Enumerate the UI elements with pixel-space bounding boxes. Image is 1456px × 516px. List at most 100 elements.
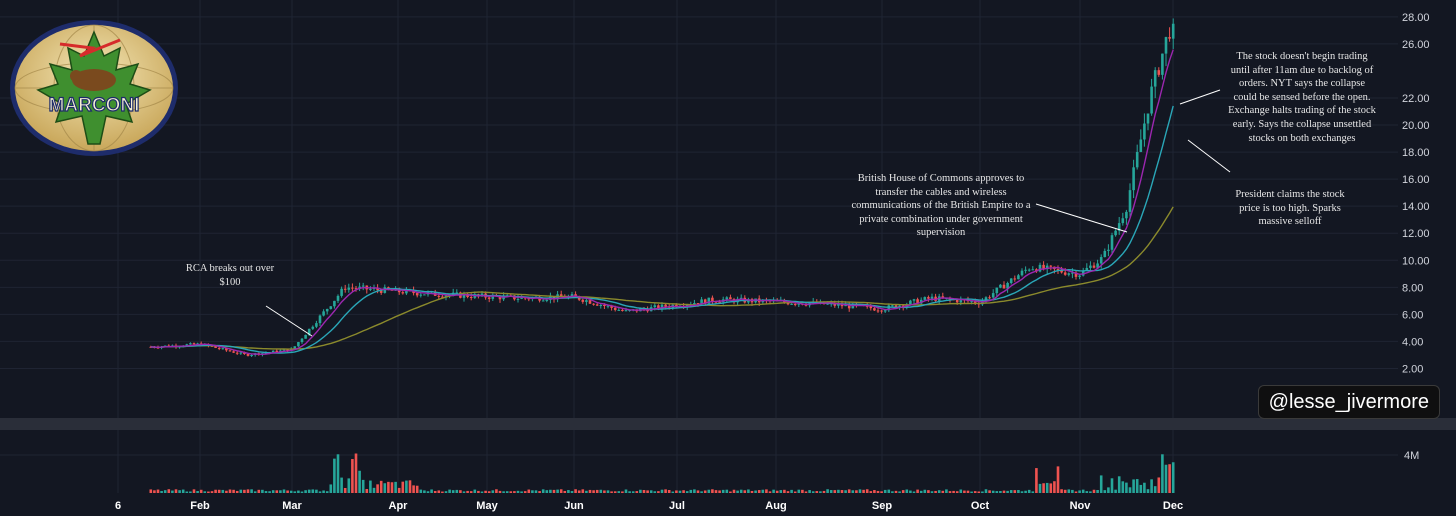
volume-bar: [937, 490, 941, 493]
grid: [0, 0, 1398, 493]
volume-bar: [714, 490, 718, 493]
candle-body: [192, 343, 196, 345]
volume-bar: [520, 491, 523, 493]
volume-bar: [898, 491, 901, 493]
candle-body: [441, 296, 444, 298]
volume-bar: [988, 490, 991, 493]
volume-bar: [977, 491, 981, 493]
volume-bar: [531, 490, 534, 493]
volume-bar: [973, 491, 977, 493]
volume-bar: [880, 491, 883, 493]
volume-bar: [873, 490, 876, 493]
volume-bar: [585, 490, 588, 493]
volume-bar: [567, 490, 570, 493]
candle-body: [322, 311, 325, 316]
volume-bar: [473, 489, 477, 493]
candle-body: [585, 300, 588, 302]
volume-bar: [675, 490, 678, 493]
author-handle: @lesse_jivermore: [1257, 385, 1440, 419]
volume-bar: [995, 491, 999, 493]
volume-bar: [667, 489, 671, 493]
candle-body: [487, 297, 491, 299]
candle-body: [1157, 70, 1161, 75]
volume-bar: [822, 490, 826, 493]
volume-bar: [901, 490, 905, 493]
volume-bar: [685, 491, 689, 493]
volume-bar: [261, 489, 264, 493]
volume-bar: [426, 491, 430, 493]
volume-bar: [185, 491, 189, 493]
y-tick-label: 22.00: [1402, 93, 1430, 105]
annotation-arrow: [1187, 139, 1231, 173]
candle-body: [1099, 257, 1103, 264]
candle-body: [1020, 270, 1024, 276]
volume-bar: [455, 489, 459, 493]
candle-body: [804, 304, 808, 306]
candle-body: [325, 308, 329, 312]
volume-bar: [1024, 490, 1027, 493]
candle-body: [973, 301, 977, 303]
volume-bar: [178, 490, 181, 493]
candle-body: [246, 353, 250, 356]
candle-body: [419, 294, 423, 296]
volume-bar: [444, 491, 448, 493]
volume-bar: [775, 490, 779, 493]
volume-bar: [747, 489, 750, 493]
volume-bar: [581, 489, 585, 493]
candle-body: [498, 296, 502, 300]
volume-bar: [779, 490, 783, 493]
volume-bar: [1168, 464, 1171, 493]
volume-bar: [563, 490, 567, 493]
y-tick-label: 16.00: [1402, 174, 1430, 186]
candle-body: [1074, 272, 1078, 277]
candle-body: [927, 297, 930, 299]
candle-body: [793, 303, 797, 305]
volume-bar: [1056, 466, 1060, 493]
volume-bar: [966, 490, 970, 493]
candle-body: [1027, 269, 1031, 271]
volume-bar: [761, 489, 765, 493]
candle-body: [711, 297, 714, 302]
volume-bar: [797, 489, 801, 493]
candle-body: [379, 290, 383, 293]
volume-bar: [351, 459, 354, 493]
candle-body: [1060, 269, 1063, 273]
volume-bar: [307, 489, 311, 493]
volume-bar: [635, 491, 639, 493]
volume-bar: [171, 490, 174, 493]
volume-bar: [279, 490, 282, 493]
volume-bar: [181, 489, 185, 493]
candle-body: [1089, 265, 1092, 268]
volume-bar: [945, 489, 948, 493]
candle-body: [1092, 265, 1096, 268]
candle-body: [1096, 263, 1099, 268]
volume-bar: [808, 490, 811, 493]
candle-body: [592, 303, 595, 305]
candle-body: [696, 303, 700, 305]
candle-body: [700, 299, 703, 305]
y-tick-label: 6.00: [1402, 309, 1423, 321]
candle-body: [1045, 265, 1049, 270]
volume-bar: [603, 490, 606, 493]
candle-body: [293, 346, 297, 349]
volume-bar: [750, 490, 754, 493]
volume-bar: [552, 489, 556, 493]
x-tick-label: Sep: [872, 500, 892, 512]
volume-bar: [1107, 487, 1110, 493]
volume-bar: [387, 481, 390, 493]
volume-bar: [415, 485, 419, 493]
volume-bar: [192, 489, 196, 493]
candle-body: [599, 305, 603, 307]
candle-body: [1107, 249, 1110, 251]
volume-bar: [210, 491, 214, 493]
candle-body: [318, 315, 322, 324]
candle-body: [603, 305, 606, 307]
candle-body: [613, 307, 617, 310]
volume-bar: [628, 491, 631, 493]
candle-body: [1110, 235, 1114, 250]
candle-body: [984, 297, 988, 302]
volume-bar: [1150, 479, 1153, 493]
volume-bar: [379, 480, 383, 493]
volume-bar: [336, 454, 340, 493]
candle-body: [239, 352, 243, 354]
